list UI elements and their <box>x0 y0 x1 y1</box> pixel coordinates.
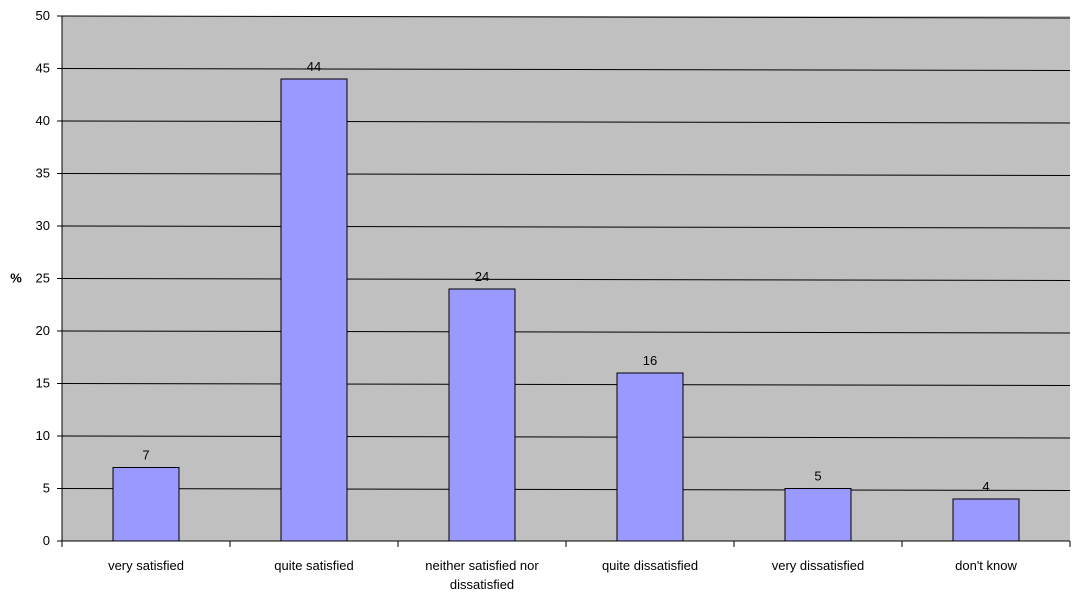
data-label: 7 <box>142 448 149 463</box>
gridline-25 <box>61 278 1071 281</box>
x-category-label: quite satisfied <box>274 558 354 573</box>
y-tick-label: 0 <box>43 533 50 548</box>
gridline-45 <box>61 68 1071 71</box>
data-label: 4 <box>982 479 989 494</box>
bar-2 <box>448 288 516 542</box>
bar-0 <box>112 467 180 542</box>
bar-4 <box>784 488 852 542</box>
bar-3 <box>616 372 684 542</box>
gridline-40 <box>61 120 1071 124</box>
gridline-20 <box>61 330 1071 334</box>
data-label: 5 <box>814 469 821 484</box>
y-tick-label: 45 <box>36 61 50 76</box>
bar-1 <box>280 78 348 542</box>
axes <box>57 15 1071 547</box>
y-tick-label: 15 <box>36 376 50 391</box>
y-tick-label: 10 <box>36 428 50 443</box>
y-tick-label: 5 <box>43 481 50 496</box>
gridline-30 <box>61 225 1071 229</box>
y-axis-label: % <box>10 271 22 286</box>
y-tick-label: 40 <box>36 113 50 128</box>
x-category-label: don't know <box>955 558 1017 573</box>
data-label: 16 <box>643 353 657 368</box>
bar-5 <box>952 498 1020 542</box>
x-category-label: neither satisfied nor <box>425 558 539 573</box>
gridline-35 <box>61 173 1071 176</box>
x-category-label: very satisfied <box>108 558 184 573</box>
x-category-label: quite dissatisfied <box>602 558 698 573</box>
gridline-15 <box>61 383 1071 386</box>
x-category-label: very dissatisfied <box>772 558 864 573</box>
x-category-label: dissatisfied <box>450 577 514 592</box>
y-tick-label: 20 <box>36 323 50 338</box>
y-tick-label: 50 <box>36 8 50 23</box>
data-label: 44 <box>307 59 321 74</box>
y-tick-label: 30 <box>36 218 50 233</box>
data-label: 24 <box>475 269 489 284</box>
y-tick-label: 35 <box>36 166 50 181</box>
gridline-10 <box>61 435 1071 439</box>
bars <box>112 78 1020 542</box>
gridlines <box>61 15 1071 491</box>
gridline-50 <box>61 15 1071 19</box>
gridline-5 <box>61 488 1071 491</box>
y-tick-label: 25 <box>36 271 50 286</box>
